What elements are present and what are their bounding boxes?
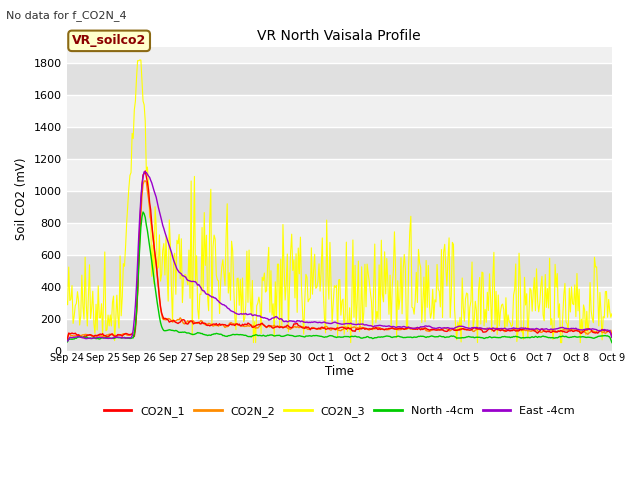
- Bar: [67, 63, 612, 95]
- Bar: [67, 287, 612, 319]
- Bar: [67, 127, 612, 159]
- Title: VR North Vaisala Profile: VR North Vaisala Profile: [257, 29, 421, 43]
- Bar: [67, 319, 612, 350]
- Bar: [67, 191, 612, 223]
- Bar: [67, 159, 612, 191]
- Bar: [67, 223, 612, 255]
- Bar: [67, 95, 612, 127]
- Legend: CO2N_1, CO2N_2, CO2N_3, North -4cm, East -4cm: CO2N_1, CO2N_2, CO2N_3, North -4cm, East…: [99, 402, 579, 421]
- Text: VR_soilco2: VR_soilco2: [72, 35, 147, 48]
- Y-axis label: Soil CO2 (mV): Soil CO2 (mV): [15, 158, 28, 240]
- Text: No data for f_CO2N_4: No data for f_CO2N_4: [6, 10, 127, 21]
- Bar: [67, 255, 612, 287]
- X-axis label: Time: Time: [324, 365, 354, 378]
